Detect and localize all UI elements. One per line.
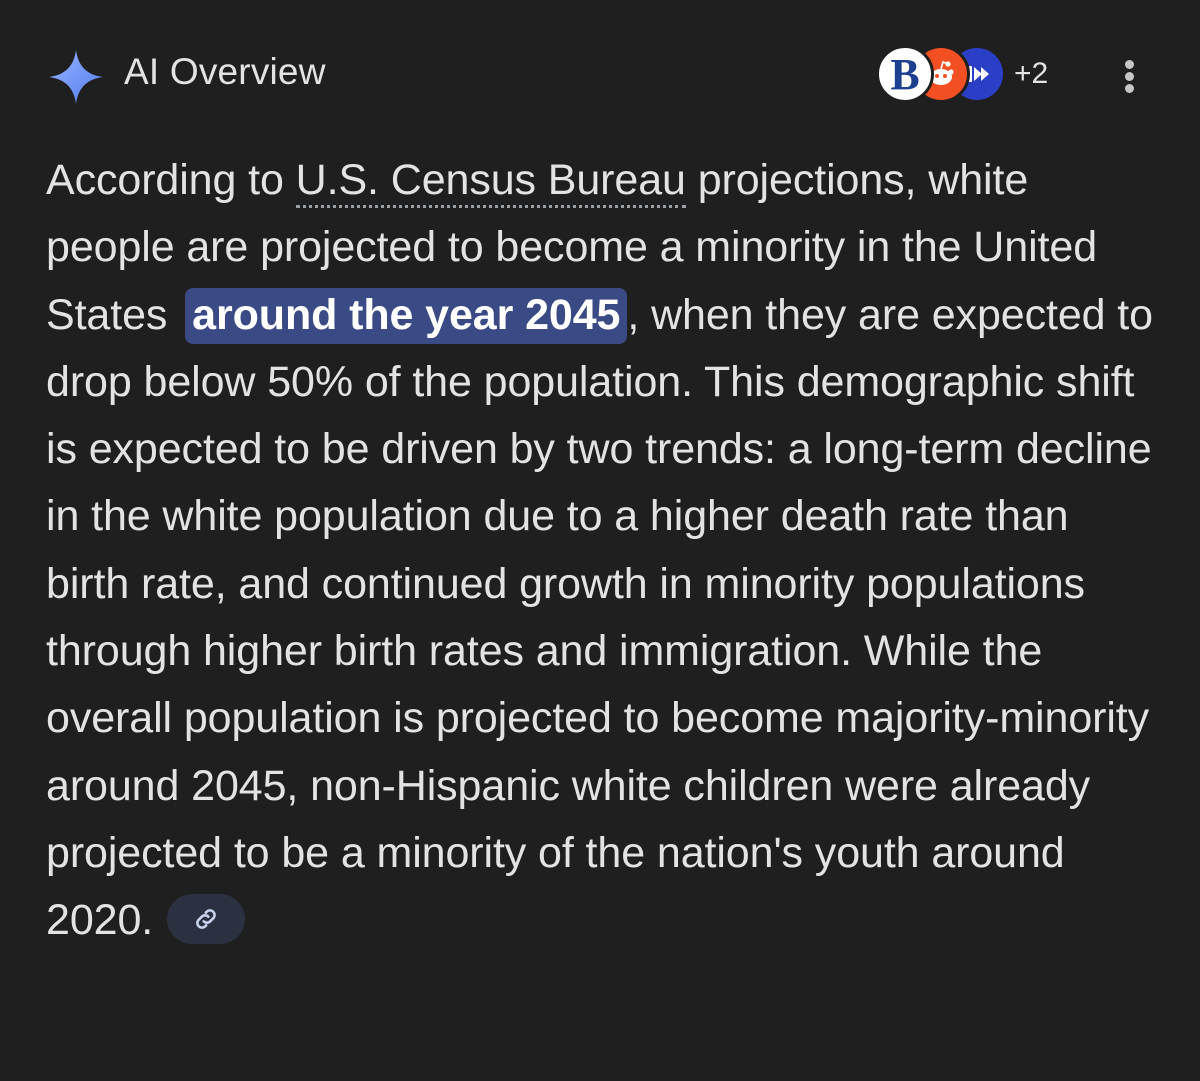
sources-button[interactable]: B +2 — [876, 44, 1048, 104]
overview-intro: According to — [46, 156, 296, 204]
overview-after-link: projections, white people are projected … — [46, 156, 1098, 339]
source-b-logo-icon: B — [876, 45, 934, 103]
overview-content: According to U.S. Census Bureau projecti… — [46, 147, 1156, 955]
more-sources-count: +2 — [1014, 57, 1049, 90]
overview-paragraph: According to U.S. Census Bureau projecti… — [46, 147, 1156, 955]
highlighted-answer: around the year 2045 — [185, 287, 628, 344]
ai-overview-header: AI Overview B +2 — [0, 0, 1200, 145]
sparkle-icon — [49, 50, 103, 104]
ai-overview-title: AI Overview — [124, 51, 326, 92]
source-b-logo-letter: B — [890, 50, 920, 99]
link-icon — [196, 909, 217, 929]
census-bureau-link[interactable]: U.S. Census Bureau — [295, 156, 686, 208]
overview-body: , when they are expected to drop below 5… — [46, 290, 1153, 945]
more-vert-icon[interactable] — [1111, 54, 1151, 98]
link-chip-button[interactable] — [167, 893, 246, 944]
